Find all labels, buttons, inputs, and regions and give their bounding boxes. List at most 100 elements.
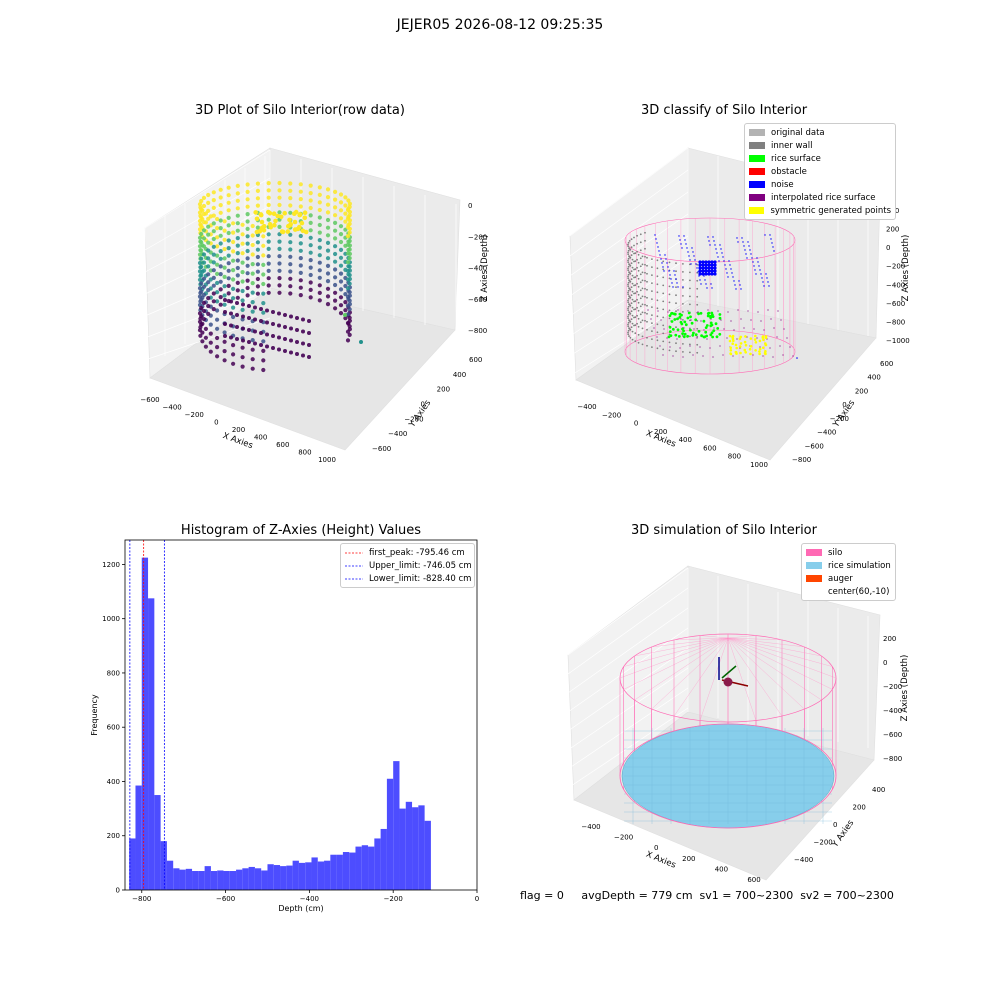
- wall-point: [662, 300, 665, 303]
- data-point: [197, 294, 203, 299]
- data-point: [250, 233, 255, 238]
- data-point: [201, 220, 207, 225]
- data-point: [223, 334, 227, 338]
- legend-swatch: [749, 142, 765, 149]
- wall-point: [656, 291, 659, 294]
- rice-point: [678, 315, 682, 319]
- wall-point: [628, 264, 631, 266]
- data-point: [253, 305, 257, 310]
- wall-point: [641, 319, 644, 322]
- wall-point: [627, 259, 629, 262]
- data-point: [266, 202, 271, 208]
- data-point: [338, 224, 344, 229]
- wall-point: [662, 348, 665, 351]
- data-point: [255, 240, 260, 245]
- wall-point: [636, 266, 638, 269]
- legend-swatch: [749, 155, 765, 162]
- rice-point: [674, 333, 678, 337]
- legend-item: first_peak: -795.46 cm: [341, 546, 474, 559]
- rice-point: [697, 329, 701, 333]
- grid-line: [569, 213, 689, 297]
- interp-point: [687, 310, 689, 312]
- data-point: [240, 260, 245, 265]
- data-point: [275, 213, 281, 219]
- data-point: [345, 294, 351, 299]
- silo-roof-line: [699, 637, 729, 721]
- x-tick: 600: [276, 441, 289, 449]
- data-point: [201, 236, 207, 241]
- interp-point: [737, 309, 739, 311]
- interp-point: [690, 319, 692, 321]
- wall-point: [682, 311, 684, 313]
- data-point: [235, 198, 240, 203]
- noise-point: [715, 248, 717, 250]
- data-point: [338, 255, 344, 260]
- wall-point: [627, 301, 630, 304]
- z-tick: −800: [886, 318, 905, 326]
- wall-point: [628, 256, 631, 258]
- wall-point: [631, 314, 634, 317]
- data-point: [267, 221, 273, 227]
- data-point: [226, 268, 231, 273]
- wall-point: [639, 241, 642, 244]
- data-point: [317, 268, 322, 273]
- data-point: [211, 275, 216, 280]
- grid-line: [144, 149, 271, 229]
- wall-point: [651, 290, 653, 292]
- data-point: [235, 337, 239, 341]
- wall-point: [630, 286, 633, 289]
- silo-roof-line: [651, 637, 729, 710]
- noise-point: [722, 256, 724, 258]
- noise-point: [691, 247, 693, 249]
- noise-point: [741, 237, 743, 239]
- noise-point: [724, 264, 726, 266]
- noise-point: [659, 254, 661, 256]
- interp-point: [760, 320, 762, 322]
- rice-point: [694, 333, 698, 336]
- data-point: [240, 222, 245, 227]
- data-point: [259, 331, 263, 335]
- wall-point: [631, 338, 634, 341]
- data-point: [222, 358, 227, 363]
- noise-point: [735, 288, 737, 290]
- y-tick: −200: [814, 839, 833, 847]
- data-point: [345, 216, 351, 221]
- interp-point: [709, 347, 711, 349]
- data-point: [229, 299, 233, 304]
- histogram-bar: [273, 865, 281, 890]
- wall-point: [637, 277, 640, 280]
- histogram-bar: [141, 557, 149, 890]
- interp-point: [772, 356, 774, 358]
- interp-point: [759, 346, 761, 348]
- data-point: [343, 195, 348, 200]
- wall-point: [682, 303, 684, 305]
- data-point: [301, 341, 305, 346]
- wall-point: [682, 279, 684, 281]
- noise-point: [713, 263, 717, 267]
- data-point: [255, 181, 260, 186]
- wall-point: [631, 266, 634, 269]
- y-tick: 200: [855, 387, 868, 395]
- data-point: [307, 355, 311, 359]
- data-point: [333, 197, 338, 202]
- wall-point: [646, 320, 648, 323]
- noise-point: [708, 240, 710, 242]
- data-point: [241, 326, 245, 331]
- noise-point: [698, 272, 702, 276]
- legend-label: inner wall: [771, 140, 813, 151]
- data-point: [347, 315, 352, 320]
- noise-point: [710, 263, 714, 267]
- histogram-bar: [405, 801, 413, 890]
- legend-item: interpolated rice surface: [745, 191, 895, 204]
- data-point: [347, 290, 352, 295]
- data-point: [298, 197, 303, 202]
- wall-point: [641, 295, 644, 298]
- wall-point: [641, 327, 644, 330]
- interp-point: [697, 311, 699, 313]
- data-point: [292, 219, 298, 225]
- wall-point: [627, 277, 630, 280]
- data-point: [199, 231, 204, 237]
- data-point: [271, 322, 275, 326]
- rice-point: [700, 334, 703, 338]
- data-point: [218, 233, 223, 238]
